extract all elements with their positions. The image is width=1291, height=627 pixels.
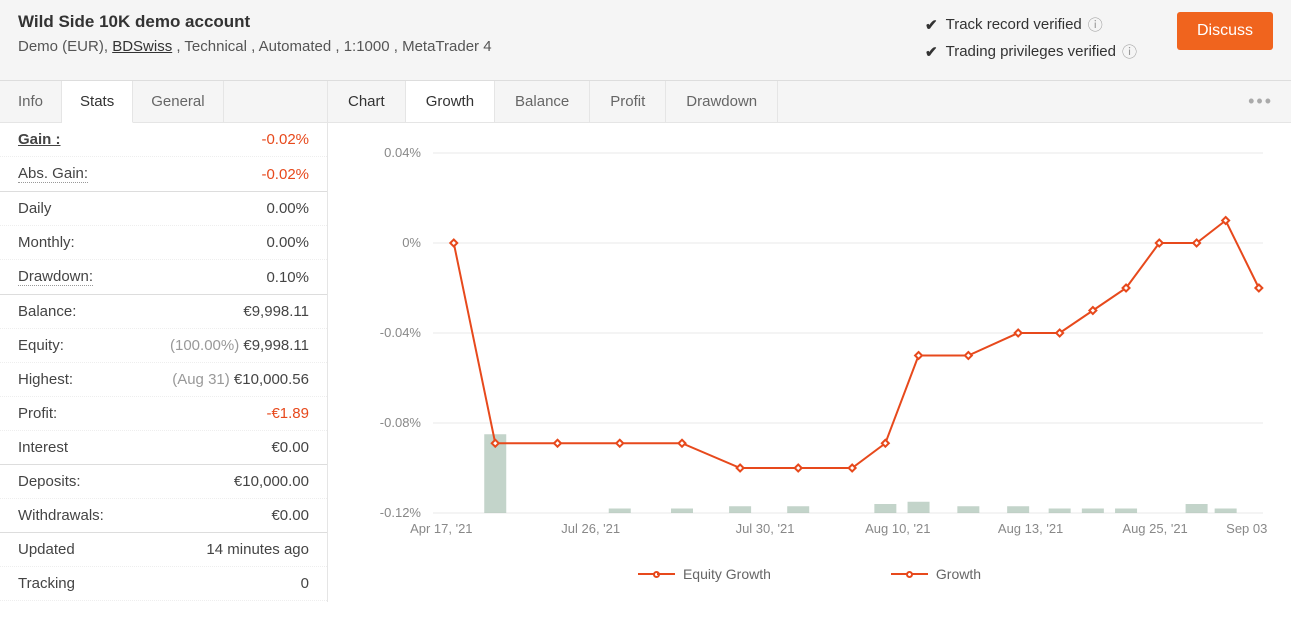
chart-tabs: Chart Growth Balance Profit Drawdown ••• [328, 81, 1291, 123]
tab-general[interactable]: General [133, 81, 223, 122]
stat-label: Abs. Gain: [18, 165, 88, 183]
stat-value: 0.00% [266, 234, 309, 251]
svg-text:Sep 03, '21: Sep 03, '21 [1226, 521, 1268, 536]
stat-row: Abs. Gain: -0.02% [0, 157, 327, 192]
chart-more-icon[interactable]: ••• [1248, 91, 1273, 112]
svg-text:Aug 10, '21: Aug 10, '21 [865, 521, 930, 536]
stat-row: Drawdown: 0.10% [0, 260, 327, 295]
header-right: Discuss [1177, 12, 1273, 50]
growth-chart-svg: 0.04% 0% -0.04% -0.08% -0.12%Apr 17, '21 Jul … [348, 143, 1268, 543]
legend-equity-growth[interactable]: Equity Growth [638, 566, 771, 582]
stat-label: Profit: [18, 405, 57, 422]
stat-value: €9,998.11 [243, 303, 309, 320]
stat-value: -€1.89 [266, 405, 309, 422]
stat-value: (100.00%) €9,998.11 [170, 337, 309, 354]
stat-row: Profit: -€1.89 [0, 397, 327, 431]
stat-label: Interest [18, 439, 68, 456]
svg-text:-0.08%: -0.08% [380, 415, 422, 430]
sidebar: Info Stats General Gain :-0.02%Abs. Gain… [0, 81, 328, 602]
main: Info Stats General Gain :-0.02%Abs. Gain… [0, 81, 1291, 602]
chart-area: Chart Growth Balance Profit Drawdown •••… [328, 81, 1291, 602]
legend-growth[interactable]: Growth [891, 566, 981, 582]
stat-label: Balance: [18, 303, 76, 320]
stat-label: Daily [18, 200, 51, 217]
track-record-verified: ✔ Track record verified ⓘ [925, 14, 1137, 35]
svg-text:Aug 25, '21: Aug 25, '21 [1122, 521, 1187, 536]
trading-privileges-verified: ✔ Trading privileges verified ⓘ [925, 41, 1137, 62]
stat-row: Interest €0.00 [0, 431, 327, 465]
stat-label: Highest: [18, 371, 73, 388]
chart-tab-balance[interactable]: Balance [495, 81, 590, 122]
stat-row: Withdrawals: €0.00 [0, 499, 327, 533]
svg-text:Jul 30, '21: Jul 30, '21 [736, 521, 795, 536]
stat-row: Balance: €9,998.11 [0, 295, 327, 329]
stat-value: 14 minutes ago [206, 541, 309, 558]
stat-row: Updated 14 minutes ago [0, 533, 327, 567]
chart-tab-drawdown[interactable]: Drawdown [666, 81, 778, 122]
chart-heading: Chart [328, 81, 406, 122]
svg-text:Aug 13, '21: Aug 13, '21 [998, 521, 1063, 536]
tab-stats[interactable]: Stats [62, 81, 133, 123]
info-icon[interactable]: ⓘ [1088, 14, 1103, 35]
stat-label: Drawdown: [18, 268, 93, 286]
account-header: Wild Side 10K demo account Demo (EUR), B… [0, 0, 1291, 81]
header-left: Wild Side 10K demo account Demo (EUR), B… [18, 12, 925, 55]
svg-text:0.04%: 0.04% [384, 145, 421, 160]
stat-value: €0.00 [271, 507, 309, 524]
stat-label: Updated [18, 541, 75, 558]
stat-row: Daily 0.00% [0, 192, 327, 226]
chart-tab-growth[interactable]: Growth [406, 81, 495, 122]
discuss-button[interactable]: Discuss [1177, 12, 1273, 50]
chart-canvas: 0.04% 0% -0.04% -0.08% -0.12%Apr 17, '21 Jul … [328, 123, 1291, 556]
sidebar-tabs: Info Stats General [0, 81, 327, 123]
svg-text:0%: 0% [402, 235, 421, 250]
stat-label: Tracking [18, 575, 75, 592]
stat-value: €10,000.00 [234, 473, 309, 490]
svg-text:-0.12%: -0.12% [380, 505, 422, 520]
stat-value: -0.02% [261, 131, 309, 148]
stat-value: €0.00 [271, 439, 309, 456]
tab-info[interactable]: Info [0, 81, 62, 122]
svg-text:Apr 17, '21: Apr 17, '21 [410, 521, 472, 536]
stat-row: Equity: (100.00%) €9,998.11 [0, 329, 327, 363]
stat-row: Monthly: 0.00% [0, 226, 327, 260]
check-icon: ✔ [925, 16, 938, 34]
stat-row: Tracking 0 [0, 567, 327, 601]
chart-tab-profit[interactable]: Profit [590, 81, 666, 122]
stat-value: -0.02% [261, 166, 309, 183]
broker-link[interactable]: BDSwiss [112, 38, 172, 55]
chart-legend: Equity Growth Growth [328, 556, 1291, 602]
stat-value: 0.10% [266, 269, 309, 286]
stat-label: Monthly: [18, 234, 75, 251]
account-subtitle: Demo (EUR), BDSwiss , Technical , Automa… [18, 38, 925, 55]
stats-list: Gain :-0.02%Abs. Gain:-0.02%Daily0.00%Mo… [0, 123, 327, 601]
check-icon: ✔ [925, 43, 938, 61]
stat-row: Gain : -0.02% [0, 123, 327, 157]
stat-row: Deposits: €10,000.00 [0, 465, 327, 499]
info-icon[interactable]: ⓘ [1122, 41, 1137, 62]
svg-text:-0.04%: -0.04% [380, 325, 422, 340]
account-title: Wild Side 10K demo account [18, 12, 925, 32]
svg-text:Jul 26, '21: Jul 26, '21 [561, 521, 620, 536]
stat-label: Withdrawals: [18, 507, 104, 524]
stat-row: Highest: (Aug 31) €10,000.56 [0, 363, 327, 397]
stat-value: (Aug 31) €10,000.56 [172, 371, 309, 388]
stat-label: Equity: [18, 337, 64, 354]
stat-label: Gain : [18, 131, 61, 148]
stat-label: Deposits: [18, 473, 81, 490]
header-verifications: ✔ Track record verified ⓘ ✔ Trading priv… [925, 12, 1177, 68]
stat-value: 0 [301, 575, 309, 592]
stat-value: 0.00% [266, 200, 309, 217]
